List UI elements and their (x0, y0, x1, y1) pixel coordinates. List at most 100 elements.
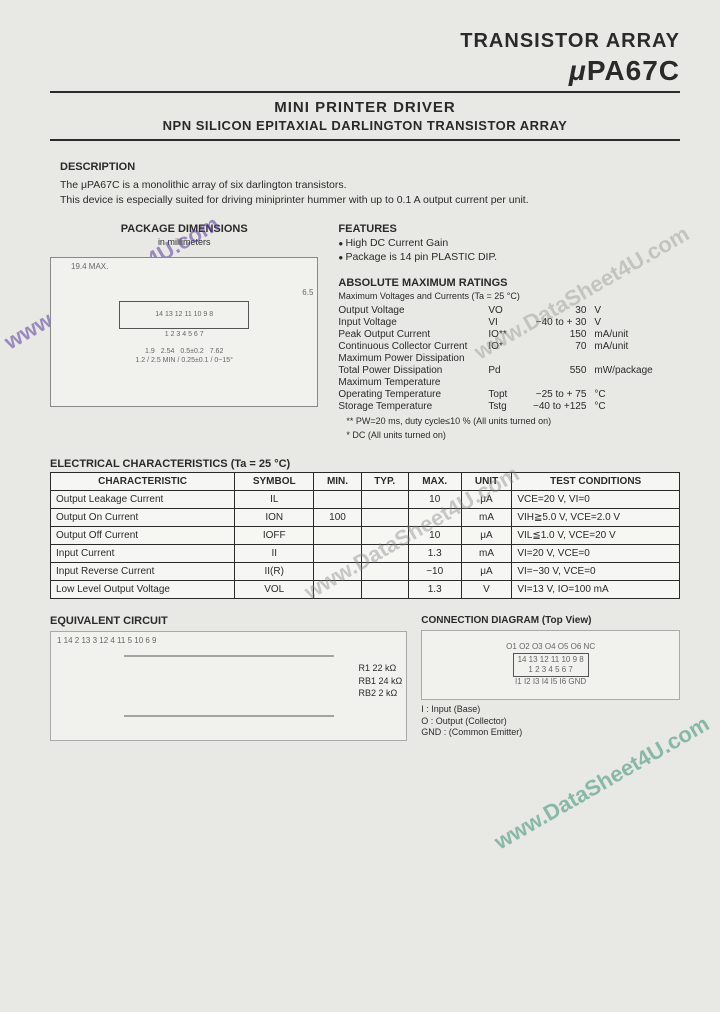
rating-unit (594, 377, 654, 388)
rating-symbol: IO** (488, 329, 524, 340)
ratings-row: Continuous Collector CurrentIO*70mA/unit (338, 341, 680, 352)
subtitle-1: MINI PRINTER DRIVER (50, 99, 680, 116)
eq-r1: R1 22 kΩ (359, 662, 403, 675)
elec-cell: μA (461, 491, 512, 509)
eq-rb2: RB2 2 kΩ (359, 687, 403, 700)
description-title: DESCRIPTION (60, 159, 680, 176)
conn-diagram: O1 O2 O3 O4 O5 O6 NC 14 13 12 11 10 9 8 … (421, 630, 680, 700)
elec-cell: μA (461, 563, 512, 581)
description-line1: The μPA67C is a monolithic array of six … (60, 178, 680, 194)
dim-hmin: 2.5 MIN (151, 357, 176, 364)
ratings-note1: ** PW=20 ms, duty cycle≤10 % (All units … (338, 416, 680, 426)
elec-cell: 100 (314, 509, 361, 527)
elec-cell (361, 563, 408, 581)
subtitle-2: NPN SILICON EPITAXIAL DARLINGTON TRANSIS… (50, 118, 680, 133)
conn-top-labels: O1 O2 O3 O4 O5 O6 NC (506, 642, 595, 652)
elec-header-cell: SYMBOL (235, 473, 314, 491)
elec-cell: 10 (408, 491, 461, 509)
rule-mid (50, 139, 680, 141)
rating-value (524, 377, 594, 388)
pins-bottom: 1 2 3 4 5 6 7 (165, 331, 204, 338)
elec-cell: μA (461, 527, 512, 545)
elec-cell: Output On Current (51, 509, 235, 527)
rating-value: 550 (524, 365, 594, 376)
eq-schematic (124, 646, 334, 726)
ratings-row: Input VoltageVI−40 to + 30V (338, 317, 680, 328)
conn-key-g: GND : (Common Emitter) (421, 727, 680, 739)
elec-cell: IOFF (235, 527, 314, 545)
elec-title: ELECTRICAL CHARACTERISTICS (Ta = 25 °C) (50, 458, 680, 470)
features-title: FEATURES (338, 223, 680, 235)
ratings-row: Operating TemperatureTopt−25 to + 75°C (338, 389, 680, 400)
elec-row: Output On CurrentION100mAVIH≧5.0 V, VCE=… (51, 509, 680, 527)
elec-cell (314, 491, 361, 509)
elec-cell: 10 (408, 527, 461, 545)
elec-cell (314, 545, 361, 563)
pins-top: 14 13 12 11 10 9 8 (155, 311, 213, 318)
elec-header-cell: MIN. (314, 473, 361, 491)
rating-symbol (488, 353, 524, 364)
mu-symbol: μ (569, 55, 587, 86)
elec-cell (361, 581, 408, 599)
rating-label: Total Power Dissipation (338, 365, 488, 376)
dim-width: 0.5±0.2 (180, 348, 203, 355)
rating-value (524, 353, 594, 364)
conn-key-i: I : Input (Base) (421, 704, 680, 716)
rating-unit: V (594, 305, 654, 316)
elec-cell (408, 509, 461, 527)
eqcircuit-title: EQUIVALENT CIRCUIT (50, 615, 407, 627)
rating-symbol: Topt (488, 389, 524, 400)
dim-angle: 0~15° (214, 357, 233, 364)
elec-cell (361, 545, 408, 563)
rating-unit: mA/unit (594, 329, 654, 340)
description-line2: This device is especially suited for dri… (60, 193, 680, 209)
elec-cell: IL (235, 491, 314, 509)
elec-row: Output Off CurrentIOFF10μAVIL≦1.0 V, VCE… (51, 527, 680, 545)
eq-pins: 1 14 2 13 3 12 4 11 5 10 6 9 (57, 636, 157, 645)
rating-label: Storage Temperature (338, 401, 488, 412)
rating-value: −25 to + 75 (524, 389, 594, 400)
conn-bot-labels: I1 I2 I3 I4 I5 I6 GND (506, 677, 595, 687)
elec-cell: VI=13 V, IO=100 mA (512, 581, 680, 599)
rating-unit: °C (594, 389, 654, 400)
elec-header-cell: UNIT (461, 473, 512, 491)
elec-cell (314, 563, 361, 581)
ratings-note2: * DC (All units turned on) (338, 430, 680, 440)
rating-value: 70 (524, 341, 594, 352)
elec-cell: VI=−30 V, VCE=0 (512, 563, 680, 581)
dim-pitch: 2.54 (161, 348, 175, 355)
elec-cell: VCE=20 V, VI=0 (512, 491, 680, 509)
dim-top: 19.4 MAX. (71, 262, 108, 271)
rating-symbol: Tstg (488, 401, 524, 412)
rating-unit: °C (594, 401, 654, 412)
elec-table: CHARACTERISTICSYMBOLMIN.TYP.MAX.UNITTEST… (50, 472, 680, 599)
elec-header-cell: TYP. (361, 473, 408, 491)
elec-cell: Output Leakage Current (51, 491, 235, 509)
rating-value: −40 to +125 (524, 401, 594, 412)
elec-cell: VI=20 V, VCE=0 (512, 545, 680, 563)
rating-unit: mW/package (594, 365, 654, 376)
rating-label: Continuous Collector Current (338, 341, 488, 352)
ratings-row: Total Power DissipationPd550mW/package (338, 365, 680, 376)
elec-header-cell: TEST CONDITIONS (512, 473, 680, 491)
elec-header-cell: CHARACTERISTIC (51, 473, 235, 491)
rating-symbol: VI (488, 317, 524, 328)
elec-cell (314, 581, 361, 599)
rating-label: Maximum Power Dissipation (338, 353, 488, 364)
ratings-title: ABSOLUTE MAXIMUM RATINGS (338, 277, 680, 289)
package-diagram: 19.4 MAX. 14 13 12 11 10 9 8 1 2 3 4 5 6… (50, 257, 318, 407)
dim-lead: 1.9 (145, 348, 155, 355)
ratings-row: Maximum Temperature (338, 377, 680, 388)
feature-1: High DC Current Gain (338, 237, 680, 249)
rating-symbol (488, 377, 524, 388)
rule-top (50, 91, 680, 93)
rating-unit (594, 353, 654, 364)
rating-symbol: IO* (488, 341, 524, 352)
dim-side: 6.5 (302, 288, 313, 297)
elec-cell: mA (461, 509, 512, 527)
elec-cell: mA (461, 545, 512, 563)
dim-body: 7.62 (210, 348, 224, 355)
package-subtitle: in millimeters (50, 237, 318, 247)
elec-cell: 1.3 (408, 545, 461, 563)
ratings-row: Output VoltageVO30V (338, 305, 680, 316)
